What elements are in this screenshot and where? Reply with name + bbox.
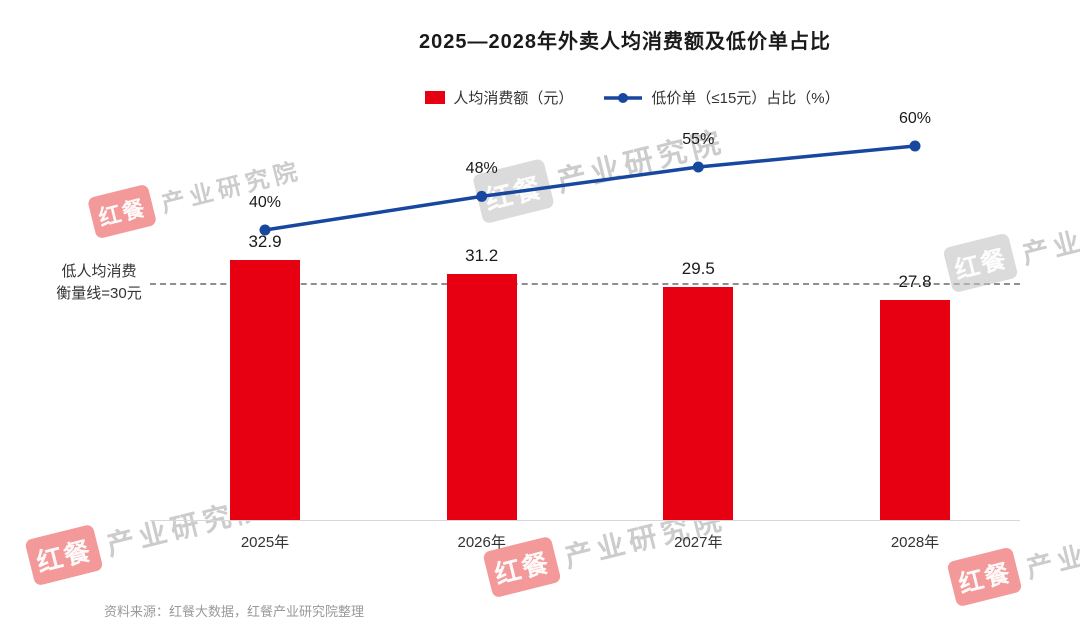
x-axis-label: 2026年 [457,534,506,551]
x-axis-label: 2027年 [674,534,723,551]
bar-value-label: 29.5 [681,258,715,278]
threshold-dashed-line [150,283,1020,285]
legend: 人均消费额（元） 低价单（≤15元）占比（%） [0,87,1080,108]
x-axis-label: 2025年 [240,534,290,551]
page-title: 2025—2028年外卖人均消费额及低价单占比 [419,31,831,53]
threshold-label: 低人均消费 衡量线=30元 [46,261,152,305]
bar-value-label: 32.9 [248,232,282,252]
bar-series-swatch-icon [425,91,446,104]
line-value-label: 48% [465,160,498,178]
bar-series-label: 人均消费额（元） [453,90,574,107]
line-value-label: 60% [898,110,932,127]
bar [230,260,300,520]
legend-item-bar: 人均消费额（元） [425,87,573,108]
legend-item-line: 低价单（≤15元）占比（%） [603,87,840,108]
bar [446,273,517,520]
line-value-label: 55% [682,131,715,148]
bar-value-label: 27.8 [898,272,932,292]
x-axis-label: 2028年 [890,534,940,551]
x-axis-line [150,520,1020,521]
line-point [909,140,921,152]
threshold-label-line1: 低人均消费 [61,263,137,280]
bar [880,300,950,520]
bar [663,286,734,520]
line-value-label: 40% [248,194,282,211]
threshold-label-line2: 衡量线=30元 [56,285,142,302]
line-series-label: 低价单（≤15元）占比（%） [651,90,840,107]
bar-value-label: 31.2 [465,245,499,265]
line-series-marker-icon [604,92,643,103]
source-note: 资料来源：红餐大数据，红餐产业研究院整理 [104,604,365,619]
